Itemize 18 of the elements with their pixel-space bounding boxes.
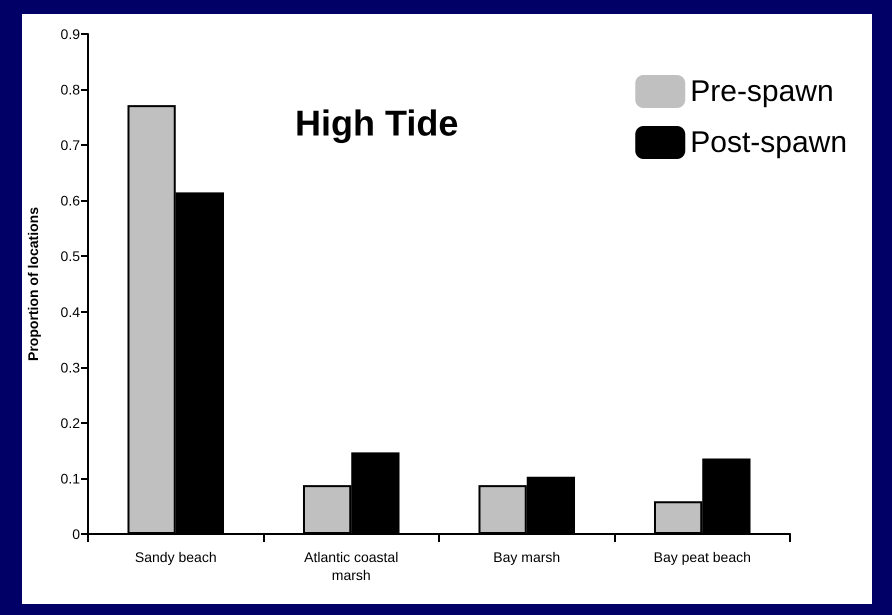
y-tick-label: 0.1	[60, 470, 80, 486]
legend-label: Post-spawn	[690, 126, 848, 159]
text: High Tide	[295, 102, 458, 144]
x-tick-label: Bay peat beach	[654, 549, 751, 565]
x-tick-label: Atlantic coastal marsh	[304, 549, 398, 583]
y-tick-label: 0.4	[60, 304, 80, 320]
y-tick-label: 0.2	[60, 414, 80, 431]
y-axis-title: Proportion of locations	[25, 206, 41, 361]
y-tick-label: 0.5	[60, 248, 80, 264]
legend-label: Pre-spawn	[690, 75, 834, 108]
y-tick-label: 0.8	[60, 82, 80, 98]
y-tick-label: 0.7	[60, 137, 80, 154]
y-tick-label: 0.6	[60, 192, 80, 209]
y-tick-label: 0	[72, 526, 80, 542]
x-tick-label: Bay marsh	[493, 549, 560, 565]
y-tick-label: 0.9	[60, 26, 80, 42]
y-tick-label: 0.3	[60, 359, 80, 376]
x-tick-label: Sandy beach	[134, 549, 217, 565]
